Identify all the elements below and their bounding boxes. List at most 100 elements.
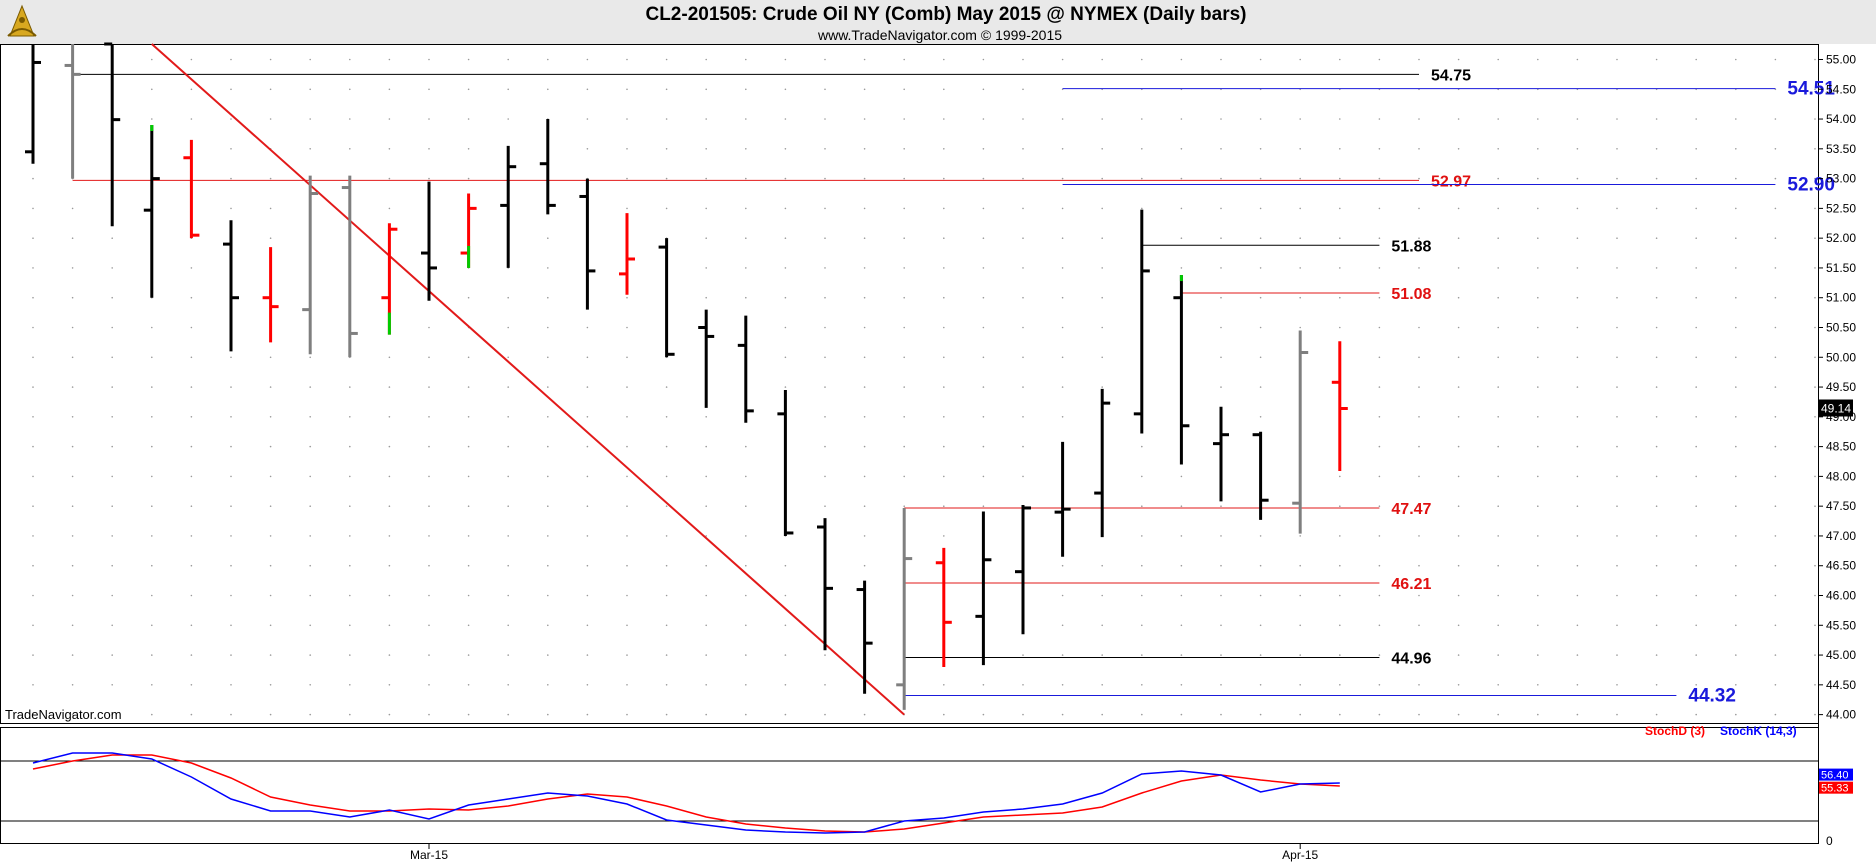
grid-dot bbox=[1061, 416, 1064, 418]
grid-dot bbox=[388, 445, 391, 448]
grid-dot bbox=[745, 148, 747, 150]
grid-dot bbox=[111, 267, 113, 269]
grid-dot bbox=[230, 58, 232, 61]
grid-dot bbox=[1061, 118, 1064, 120]
grid-dot bbox=[1378, 624, 1381, 627]
grid-dot bbox=[1101, 148, 1103, 150]
grid-dot bbox=[1774, 416, 1777, 418]
grid-dot bbox=[1299, 267, 1301, 269]
grid-dot bbox=[1655, 416, 1658, 418]
grid-dot bbox=[388, 624, 391, 627]
grid-dot bbox=[507, 624, 510, 627]
grid-dot bbox=[863, 148, 866, 150]
grid-dot bbox=[1695, 475, 1697, 478]
grid-dot bbox=[1497, 684, 1499, 686]
grid-dot bbox=[428, 326, 430, 329]
grid-dot bbox=[1259, 237, 1262, 239]
grid-dot bbox=[1061, 684, 1064, 686]
grid-dot bbox=[1022, 326, 1024, 329]
grid-dot bbox=[1537, 296, 1539, 299]
grid-dot bbox=[1141, 594, 1143, 597]
grid-dot bbox=[32, 296, 34, 299]
grid-dot bbox=[1655, 654, 1658, 656]
grid-dot bbox=[665, 654, 668, 656]
grid-dot bbox=[1022, 148, 1024, 150]
grid-dot bbox=[269, 624, 272, 627]
grid-dot bbox=[1259, 564, 1262, 567]
grid-dot bbox=[1735, 326, 1737, 329]
grid-dot bbox=[1022, 118, 1024, 120]
grid-dot bbox=[32, 684, 34, 686]
grid-dot bbox=[705, 267, 707, 269]
grid-dot bbox=[586, 148, 589, 150]
grid-dot bbox=[1576, 475, 1579, 478]
grid-dot bbox=[665, 118, 668, 120]
grid-dot bbox=[1022, 267, 1024, 269]
grid-dot bbox=[428, 654, 430, 656]
grid-dot bbox=[626, 356, 628, 359]
grid-dot bbox=[507, 564, 510, 567]
grid-dot bbox=[151, 684, 153, 686]
grid-dot bbox=[1457, 505, 1460, 508]
grid-dot bbox=[745, 594, 747, 597]
grid-dot bbox=[943, 267, 945, 269]
grid-dot bbox=[1339, 326, 1341, 329]
grid-dot bbox=[1497, 445, 1499, 448]
grid-dot bbox=[1259, 594, 1262, 597]
grid-dot bbox=[71, 475, 74, 478]
grid-dot bbox=[1774, 356, 1777, 359]
grid-dot bbox=[388, 564, 391, 567]
grid-dot bbox=[705, 624, 707, 627]
grid-dot bbox=[1655, 564, 1658, 567]
grid-dot bbox=[1022, 654, 1024, 656]
grid-dot bbox=[1655, 594, 1658, 597]
grid-dot bbox=[230, 386, 232, 388]
grid-dot bbox=[1418, 416, 1420, 418]
grid-dot bbox=[547, 505, 549, 508]
grid-dot bbox=[71, 713, 74, 716]
level-label: 54.51 bbox=[1787, 79, 1835, 100]
grid-dot bbox=[1497, 356, 1499, 359]
grid-dot bbox=[824, 416, 826, 418]
grid-dot bbox=[1339, 118, 1341, 120]
grid-dot bbox=[626, 594, 628, 597]
grid-dot bbox=[547, 58, 549, 61]
grid-dot bbox=[1497, 624, 1499, 627]
grid-dot bbox=[388, 416, 391, 418]
grid-dot bbox=[1259, 535, 1262, 537]
stoch-series-line bbox=[32, 754, 1340, 833]
grid-dot bbox=[1141, 564, 1143, 567]
grid-dot bbox=[230, 148, 232, 150]
grid-dot bbox=[1418, 356, 1420, 359]
grid-dot bbox=[1814, 237, 1816, 239]
grid-dot bbox=[982, 88, 985, 91]
grid-dot bbox=[903, 296, 905, 299]
grid-dot bbox=[1537, 58, 1539, 61]
grid-dot bbox=[1101, 177, 1103, 180]
grid-dot bbox=[1101, 594, 1103, 597]
grid-dot bbox=[32, 445, 34, 448]
grid-dot bbox=[467, 624, 470, 627]
grid-dot bbox=[1220, 713, 1222, 716]
grid-dot bbox=[665, 88, 668, 91]
grid-dot bbox=[1735, 207, 1737, 210]
grid-dot bbox=[1378, 267, 1381, 269]
grid-dot bbox=[467, 684, 470, 686]
grid-dot bbox=[1061, 624, 1064, 627]
y-tick-label: 54.00 bbox=[1826, 112, 1856, 126]
grid-dot bbox=[1101, 356, 1103, 359]
grid-dot bbox=[1418, 58, 1420, 61]
grid-dot bbox=[428, 386, 430, 388]
grid-dot bbox=[1418, 684, 1420, 686]
grid-dot bbox=[1655, 445, 1658, 448]
grid-dot bbox=[784, 594, 787, 597]
grid-dot bbox=[230, 505, 232, 508]
grid-dot bbox=[1537, 445, 1539, 448]
grid-dot bbox=[1695, 177, 1697, 180]
grid-dot bbox=[1259, 713, 1262, 716]
grid-dot bbox=[269, 505, 272, 508]
grid-dot bbox=[586, 624, 589, 627]
grid-dot bbox=[388, 535, 391, 537]
grid-dot bbox=[1655, 356, 1658, 359]
grid-dot bbox=[151, 713, 153, 716]
